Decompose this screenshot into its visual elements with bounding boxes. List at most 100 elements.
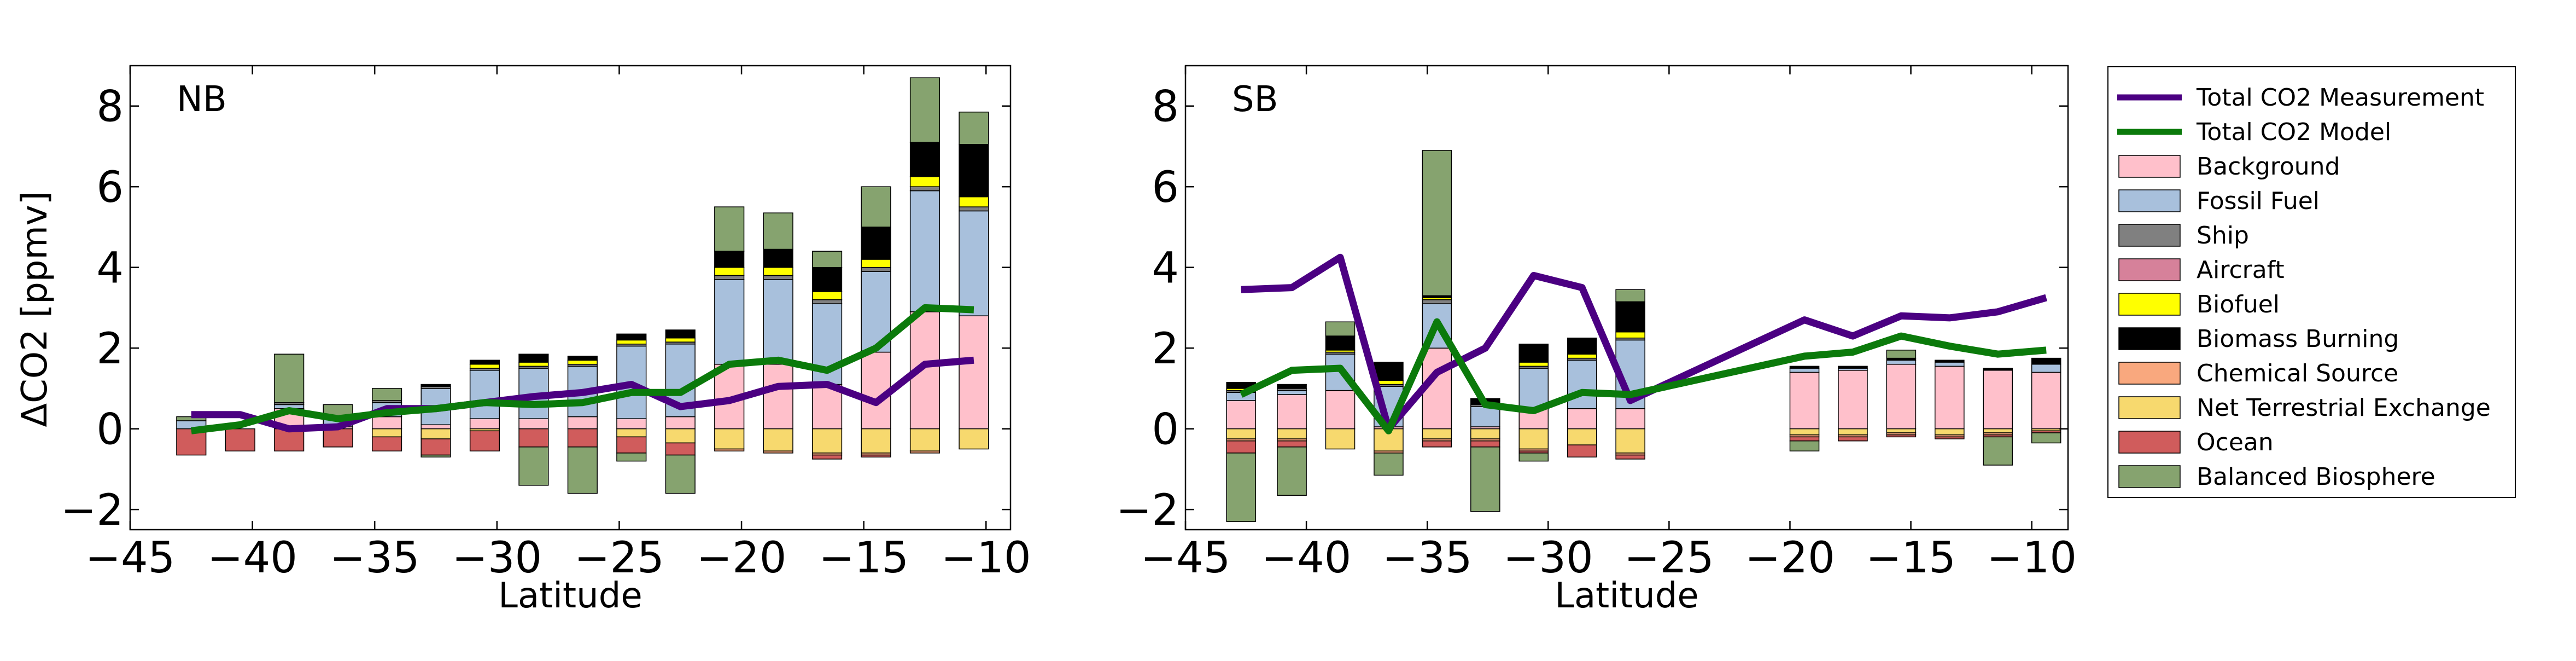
bar-segment-balanced-biosphere xyxy=(616,453,647,462)
bar-segment-background xyxy=(469,418,500,430)
bar-segment-background xyxy=(2031,372,2061,430)
bar-segment-net-terrestrial-exchange xyxy=(1567,428,1597,445)
bar-segment-biomass-burning xyxy=(1518,344,1549,363)
y-tick-label: 4 xyxy=(1152,244,1179,293)
legend-swatch xyxy=(2118,258,2181,281)
y-tick-label: −2 xyxy=(61,486,124,535)
legend-label: Ship xyxy=(2197,222,2249,250)
bar-segment-ocean xyxy=(1789,436,1820,442)
legend-entry-balanced-biosphere: Balanced Biosphere xyxy=(2118,463,2435,491)
legend-label: Biomass Burning xyxy=(2197,325,2399,353)
bar-segment-background xyxy=(1277,394,1307,430)
bar-segment-background xyxy=(420,424,451,430)
bar-segment-biomass-burning xyxy=(420,384,451,387)
bar-segment-net-terrestrial-exchange xyxy=(909,428,941,451)
legend-label: Background xyxy=(2197,153,2340,181)
legend-swatch xyxy=(2118,396,2181,419)
series-line-total-co2-measurement xyxy=(1241,253,2048,433)
bar-segment-ocean xyxy=(469,430,500,451)
legend-entry-ship: Ship xyxy=(2118,222,2249,250)
x-axis-title: Latitude xyxy=(498,576,642,616)
legend-label: Aircraft xyxy=(2197,256,2285,284)
bar-segment-ocean xyxy=(665,442,696,456)
bar-segment-net-terrestrial-exchange xyxy=(812,428,843,454)
series-line-total-co2-model xyxy=(191,304,974,434)
bar-segment-background xyxy=(616,418,647,430)
bar-segment-ocean xyxy=(225,428,255,451)
x-tick-label: −30 xyxy=(1503,534,1593,583)
bar-segment-biomass-burning xyxy=(2031,357,2061,365)
bar-segment-fossil-fuel xyxy=(2031,363,2061,373)
y-tick-label: 2 xyxy=(96,324,124,374)
legend-entry-biofuel: Biofuel xyxy=(2118,291,2280,318)
legend-label: Total CO2 Model xyxy=(2196,118,2391,146)
y-tick-label: 6 xyxy=(1152,163,1179,212)
bar-segment-ocean xyxy=(1226,440,1256,454)
bar-segment-balanced-biosphere xyxy=(1983,436,2013,466)
y-tick-label: 2 xyxy=(1152,324,1179,374)
x-tick-label: −20 xyxy=(1745,534,1835,583)
bar-segment-biofuel xyxy=(1567,353,1597,359)
legend-swatch xyxy=(2118,293,2181,316)
bar-segment-biomass-burning xyxy=(861,227,891,260)
bar-segment-background xyxy=(1789,372,1820,430)
y-tick-label: 8 xyxy=(1152,83,1179,132)
x-axis-title: Latitude xyxy=(1555,576,1698,616)
bar-segment-biomass-burning xyxy=(469,360,500,365)
bar-segment-biofuel xyxy=(567,360,598,365)
bar-segment-ship xyxy=(861,266,891,272)
bar-segment-net-terrestrial-exchange xyxy=(1935,428,1965,436)
bar-segment-biofuel xyxy=(909,176,941,187)
bar-segment-ocean xyxy=(861,454,891,458)
bar-segment-net-terrestrial-exchange xyxy=(1226,428,1256,439)
bar-segment-background xyxy=(665,416,696,430)
bar-segment-balanced-biosphere xyxy=(567,447,598,494)
bar-segment-ocean xyxy=(1838,436,1868,442)
bar-segment-net-terrestrial-exchange xyxy=(1983,428,2013,433)
x-tick-label: −25 xyxy=(1624,534,1714,583)
panel-label: NB xyxy=(177,79,227,120)
legend-frame xyxy=(2107,66,2516,498)
x-tick-label: −15 xyxy=(819,534,909,583)
panel-label: SB xyxy=(1232,79,1278,120)
bar-segment-biomass-burning xyxy=(1838,366,1868,369)
plot-frame xyxy=(1184,65,2069,531)
bar-segment-ocean xyxy=(1935,436,1965,439)
bar-segment-balanced-biosphere xyxy=(1277,447,1307,496)
x-tick-label: −20 xyxy=(697,534,787,583)
y-axis-title: ΔCO2 [ppmv] xyxy=(15,191,55,427)
y-tick-label: 4 xyxy=(96,244,124,293)
x-tick-label: −45 xyxy=(1141,534,1231,583)
bar-segment-ocean xyxy=(1277,440,1307,448)
bar-segment-net-terrestrial-exchange xyxy=(763,428,793,451)
legend-entry-ocean: Ocean xyxy=(2118,428,2274,456)
bar-segment-net-terrestrial-exchange xyxy=(861,428,891,454)
bar-segment-ocean xyxy=(812,454,843,460)
bar-segment-biomass-burning xyxy=(1325,335,1356,351)
bar-segment-background xyxy=(1226,400,1256,430)
bar-segment-ocean xyxy=(274,428,305,451)
bar-segment-net-terrestrial-exchange xyxy=(372,428,402,438)
bar-segment-balanced-biosphere xyxy=(1615,289,1645,303)
bar-segment-biomass-burning xyxy=(1277,384,1307,389)
bar-segment-balanced-biosphere xyxy=(1518,453,1549,462)
bar-segment-net-terrestrial-exchange xyxy=(1838,428,1868,436)
bar-segment-chemical-source xyxy=(909,450,941,454)
bar-segment-net-terrestrial-exchange xyxy=(714,428,745,450)
bar-segment-ocean xyxy=(1470,440,1500,448)
bar-segment-biomass-burning xyxy=(665,329,696,339)
bar-segment-balanced-biosphere xyxy=(861,186,891,228)
y-tick-label: 6 xyxy=(96,163,124,212)
bar-segment-biofuel xyxy=(1615,331,1645,339)
bar-segment-ocean xyxy=(420,438,451,456)
bar-segment-net-terrestrial-exchange xyxy=(616,428,647,438)
bar-segment-ocean xyxy=(616,436,647,454)
bar-segment-biofuel xyxy=(763,266,793,276)
bar-segment-biomass-burning xyxy=(1567,337,1597,355)
bar-segment-balanced-biosphere xyxy=(909,77,941,143)
bar-segment-balanced-biosphere xyxy=(372,388,402,401)
bar-segment-background xyxy=(763,363,793,430)
bar-segment-biomass-burning xyxy=(714,251,745,268)
